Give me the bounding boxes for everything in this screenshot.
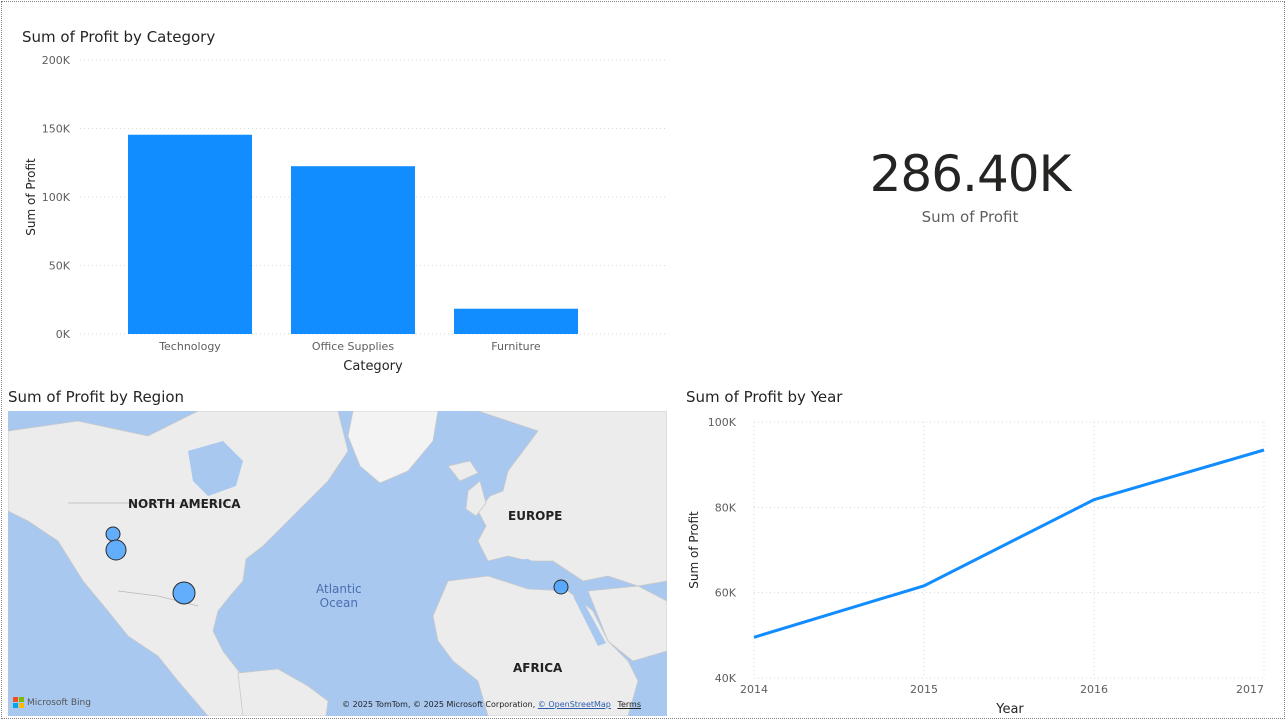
map-bubble-west[interactable] bbox=[105, 539, 127, 561]
map-label-atlantic-line2: Ocean bbox=[319, 596, 359, 610]
y-tick-label: 200K bbox=[42, 54, 71, 67]
y-axis-label: Sum of Profit bbox=[24, 158, 38, 236]
year-line-chart[interactable]: Sum of Profit by Year 40K 60K 80K 100K 2014… bbox=[680, 388, 1280, 718]
map-background bbox=[8, 411, 667, 716]
map-label-atlantic: Atlantic Ocean bbox=[316, 582, 362, 610]
land-uk bbox=[465, 480, 487, 517]
y-tick-label: 50K bbox=[49, 260, 71, 273]
map-label-atlantic-line1: Atlantic bbox=[316, 582, 362, 596]
microsoft-logo-icon bbox=[13, 697, 24, 708]
map-title: Sum of Profit by Region bbox=[8, 388, 185, 406]
land-arabia bbox=[587, 585, 667, 662]
y-tick-label: 0K bbox=[56, 328, 71, 341]
water-mediterranean bbox=[486, 559, 568, 589]
bar-office-supplies[interactable] bbox=[291, 166, 415, 334]
bar-technology[interactable] bbox=[128, 134, 252, 334]
x-tick-label: 2016 bbox=[1080, 683, 1108, 696]
line-chart-plot: 40K 60K 80K 100K 2014 2015 2016 2017 Sum of Pr… bbox=[687, 416, 1265, 717]
land-south-america bbox=[237, 668, 329, 716]
y-axis-label: Sum of Profit bbox=[687, 511, 701, 589]
map-bubble-west-north[interactable] bbox=[105, 526, 121, 542]
x-tick-label: Furniture bbox=[491, 340, 541, 353]
terms-link[interactable]: Terms bbox=[617, 700, 641, 709]
water-red-sea bbox=[573, 596, 606, 646]
x-tick-label: Technology bbox=[158, 340, 221, 353]
map-attribution: © 2025 TomTom, © 2025 Microsoft Corporat… bbox=[342, 700, 641, 709]
kpi-value: 286.40K bbox=[869, 145, 1072, 203]
x-tick-label: 2014 bbox=[740, 683, 768, 696]
region-map[interactable]: NORTH AMERICA EUROPE AFRICA Atlantic Oce… bbox=[8, 411, 667, 716]
map-bubbles bbox=[105, 526, 569, 605]
series-line[interactable] bbox=[753, 448, 1265, 639]
bing-logo-text: Microsoft Bing bbox=[27, 697, 91, 708]
x-tick-label: 2017 bbox=[1236, 683, 1264, 696]
chart-title: Sum of Profit by Year bbox=[686, 388, 843, 406]
category-bar-chart[interactable]: Sum of Profit by Category 0K 50K 100K 150K 2… bbox=[10, 22, 670, 382]
y-tick-label: 150K bbox=[42, 123, 71, 136]
bar-furniture[interactable] bbox=[454, 308, 578, 334]
x-tick-label: Office Supplies bbox=[312, 340, 394, 353]
map-bubble-central[interactable] bbox=[172, 581, 196, 605]
y-tick-label: 100K bbox=[708, 416, 737, 429]
bar-chart-plot: 0K 50K 100K 150K 200K Technology Office Suppl… bbox=[24, 54, 668, 374]
bing-logo: Microsoft Bing bbox=[13, 697, 91, 708]
map-bubble-east[interactable] bbox=[553, 579, 569, 595]
kpi-label: Sum of Profit bbox=[921, 208, 1019, 226]
map-label-north-america: NORTH AMERICA bbox=[128, 497, 241, 511]
water-hudson-bay bbox=[188, 441, 243, 496]
map-label-africa: AFRICA bbox=[513, 661, 563, 675]
land-north-america bbox=[8, 411, 349, 716]
attribution-text: © 2025 TomTom, © 2025 Microsoft Corporat… bbox=[342, 700, 536, 709]
chart-title: Sum of Profit by Category bbox=[22, 28, 216, 46]
y-tick-label: 100K bbox=[42, 191, 71, 204]
land-iceland bbox=[447, 460, 479, 482]
x-axis-label: Year bbox=[995, 702, 1024, 717]
x-axis-label: Category bbox=[343, 359, 403, 374]
map-label-europe: EUROPE bbox=[508, 509, 563, 523]
y-tick-label: 40K bbox=[715, 672, 737, 685]
osm-link[interactable]: © OpenStreetMap bbox=[537, 700, 611, 709]
x-tick-label: 2015 bbox=[910, 683, 938, 696]
y-tick-label: 80K bbox=[715, 501, 737, 514]
kpi-card[interactable]: 286.40K Sum of Profit bbox=[670, 140, 1270, 240]
land-greenland bbox=[347, 411, 439, 484]
y-tick-label: 60K bbox=[715, 587, 737, 600]
